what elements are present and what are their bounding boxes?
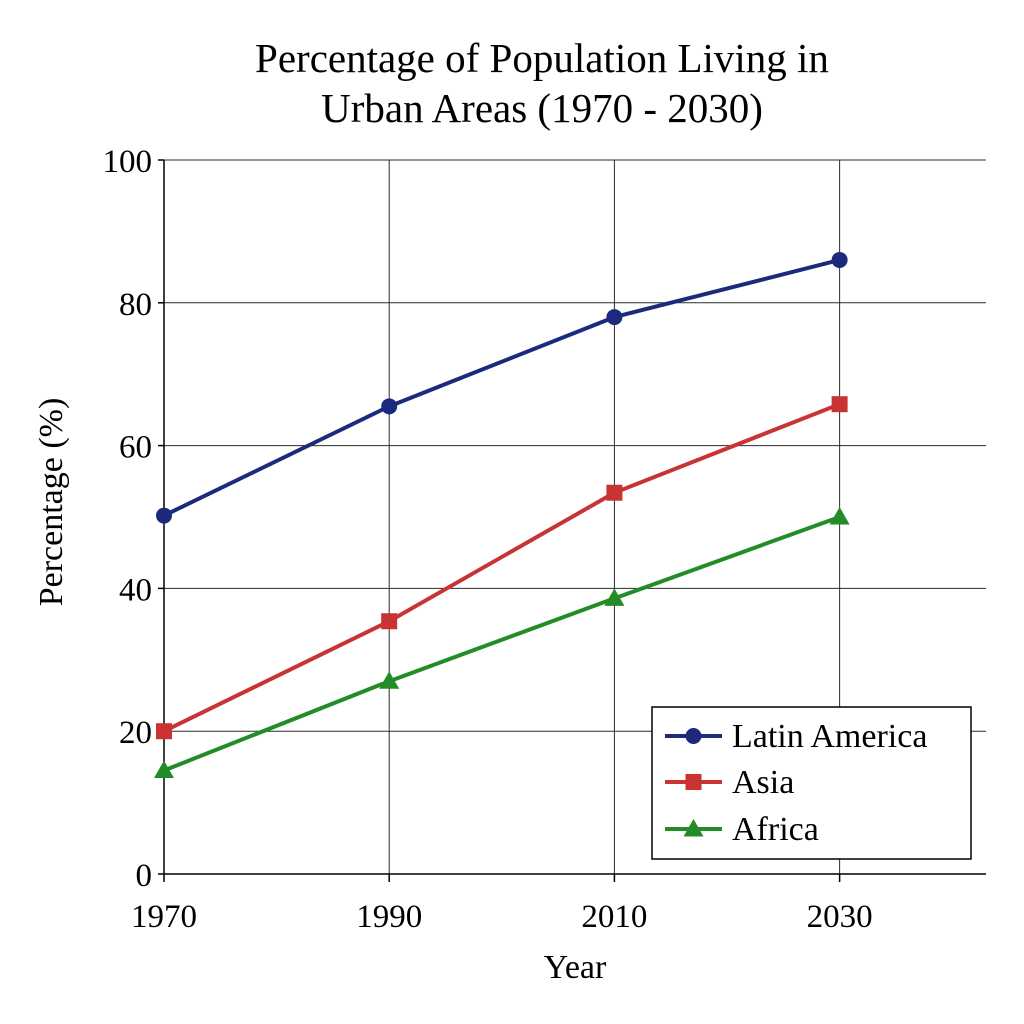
y-tick-label-60: 60 (119, 430, 152, 466)
data-point-latin-america-2030 (831, 251, 848, 268)
y-tick-label-0: 0 (136, 858, 153, 894)
tick-labels: 0 20 40 60 80 100 1970 1990 2010 2030 (103, 144, 873, 935)
legend-entry-africa: Africa (665, 811, 819, 848)
series-line-latin-america (162, 257, 842, 518)
grid (164, 159, 986, 874)
data-point-asia-1970 (156, 723, 172, 740)
x-tick-label-2010: 2010 (581, 899, 647, 935)
data-point-asia-1990 (381, 613, 398, 630)
x-axis-label: Year (544, 949, 607, 986)
y-tick-label-40: 40 (119, 572, 152, 608)
legend-items: Latin America Asia Africa (665, 718, 927, 848)
data-point-latin-america-2010 (606, 309, 623, 326)
data-point-africa-1990 (379, 671, 400, 689)
series-latin-america (156, 251, 848, 524)
series-line-asia (162, 402, 842, 734)
data-point-africa-2030 (829, 507, 850, 525)
data-point-asia-2010 (606, 484, 623, 501)
legend-entry-asia: Asia (665, 764, 794, 801)
y-tick-label-100: 100 (103, 144, 153, 180)
data-point-africa-1970 (154, 760, 174, 778)
x-tick-label-2030: 2030 (807, 899, 873, 935)
x-tick-label-1970: 1970 (131, 899, 197, 935)
series-asia (156, 396, 848, 740)
legend-label-africa: Africa (732, 811, 819, 848)
data-point-asia-2030 (831, 396, 848, 413)
legend-marker-africa (683, 819, 704, 837)
data-point-africa-2010 (604, 588, 625, 606)
y-tick-label-20: 20 (119, 715, 152, 751)
legend-label-asia: Asia (732, 764, 794, 801)
legend: Latin America Asia Africa (651, 706, 972, 860)
legend-entry-latin-america: Latin America (665, 718, 927, 755)
data-point-latin-america-1970 (156, 507, 172, 524)
legend-marker-asia (685, 774, 702, 790)
data-point-latin-america-1990 (381, 398, 398, 415)
chart-title-line-1: Percentage of Population Living in (255, 35, 829, 81)
series-africa (154, 507, 850, 778)
series (154, 251, 850, 778)
legend-label-latin-america: Latin America (732, 718, 927, 755)
legend-marker-latin-america (685, 728, 702, 744)
x-tick-label-1990: 1990 (356, 899, 422, 935)
series-line-africa (162, 515, 842, 773)
y-axis-label: Percentage (%) (33, 398, 70, 607)
chart-title-line-2: Urban Areas (1970 - 2030) (321, 85, 763, 131)
y-tick-label-80: 80 (119, 287, 152, 323)
